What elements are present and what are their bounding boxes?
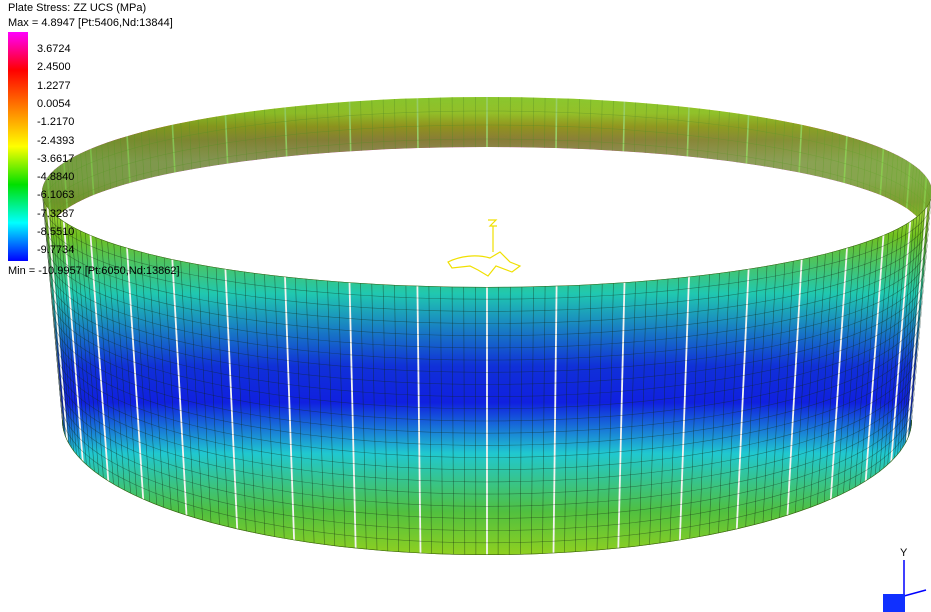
legend-tick: 0.0054 [37,97,71,110]
legend-tick: -6.1063 [37,189,75,202]
legend-tick: 3.6724 [37,43,71,55]
origin-marker [447,219,522,277]
legend-tick: 1.2277 [37,79,71,92]
legend-max-label: Max = 4.8947 [Pt:5406,Nd:13844] [8,17,173,29]
axis-y-label: Y [900,547,908,559]
legend-title: Plate Stress: ZZ UCS (MPa) [8,2,147,14]
legend-tick: -7.3287 [37,207,75,220]
legend-tick: -1.2170 [37,116,75,129]
legend-min-label: Min = -10.9957 [Pt:6050,Nd:13862] [8,265,180,277]
axis-triad: Y [883,547,927,612]
legend-tick: -2.4393 [37,134,75,147]
legend-tick: -4.8840 [37,171,75,184]
legend-color-bar [8,32,28,261]
legend-tick: -8.5510 [37,226,75,238]
legend-tick: -9.7734 [37,244,75,257]
legend-tick: -3.6617 [37,152,75,165]
ring-outer-wall [42,192,931,555]
legend-tick: 2.4500 [37,61,71,74]
